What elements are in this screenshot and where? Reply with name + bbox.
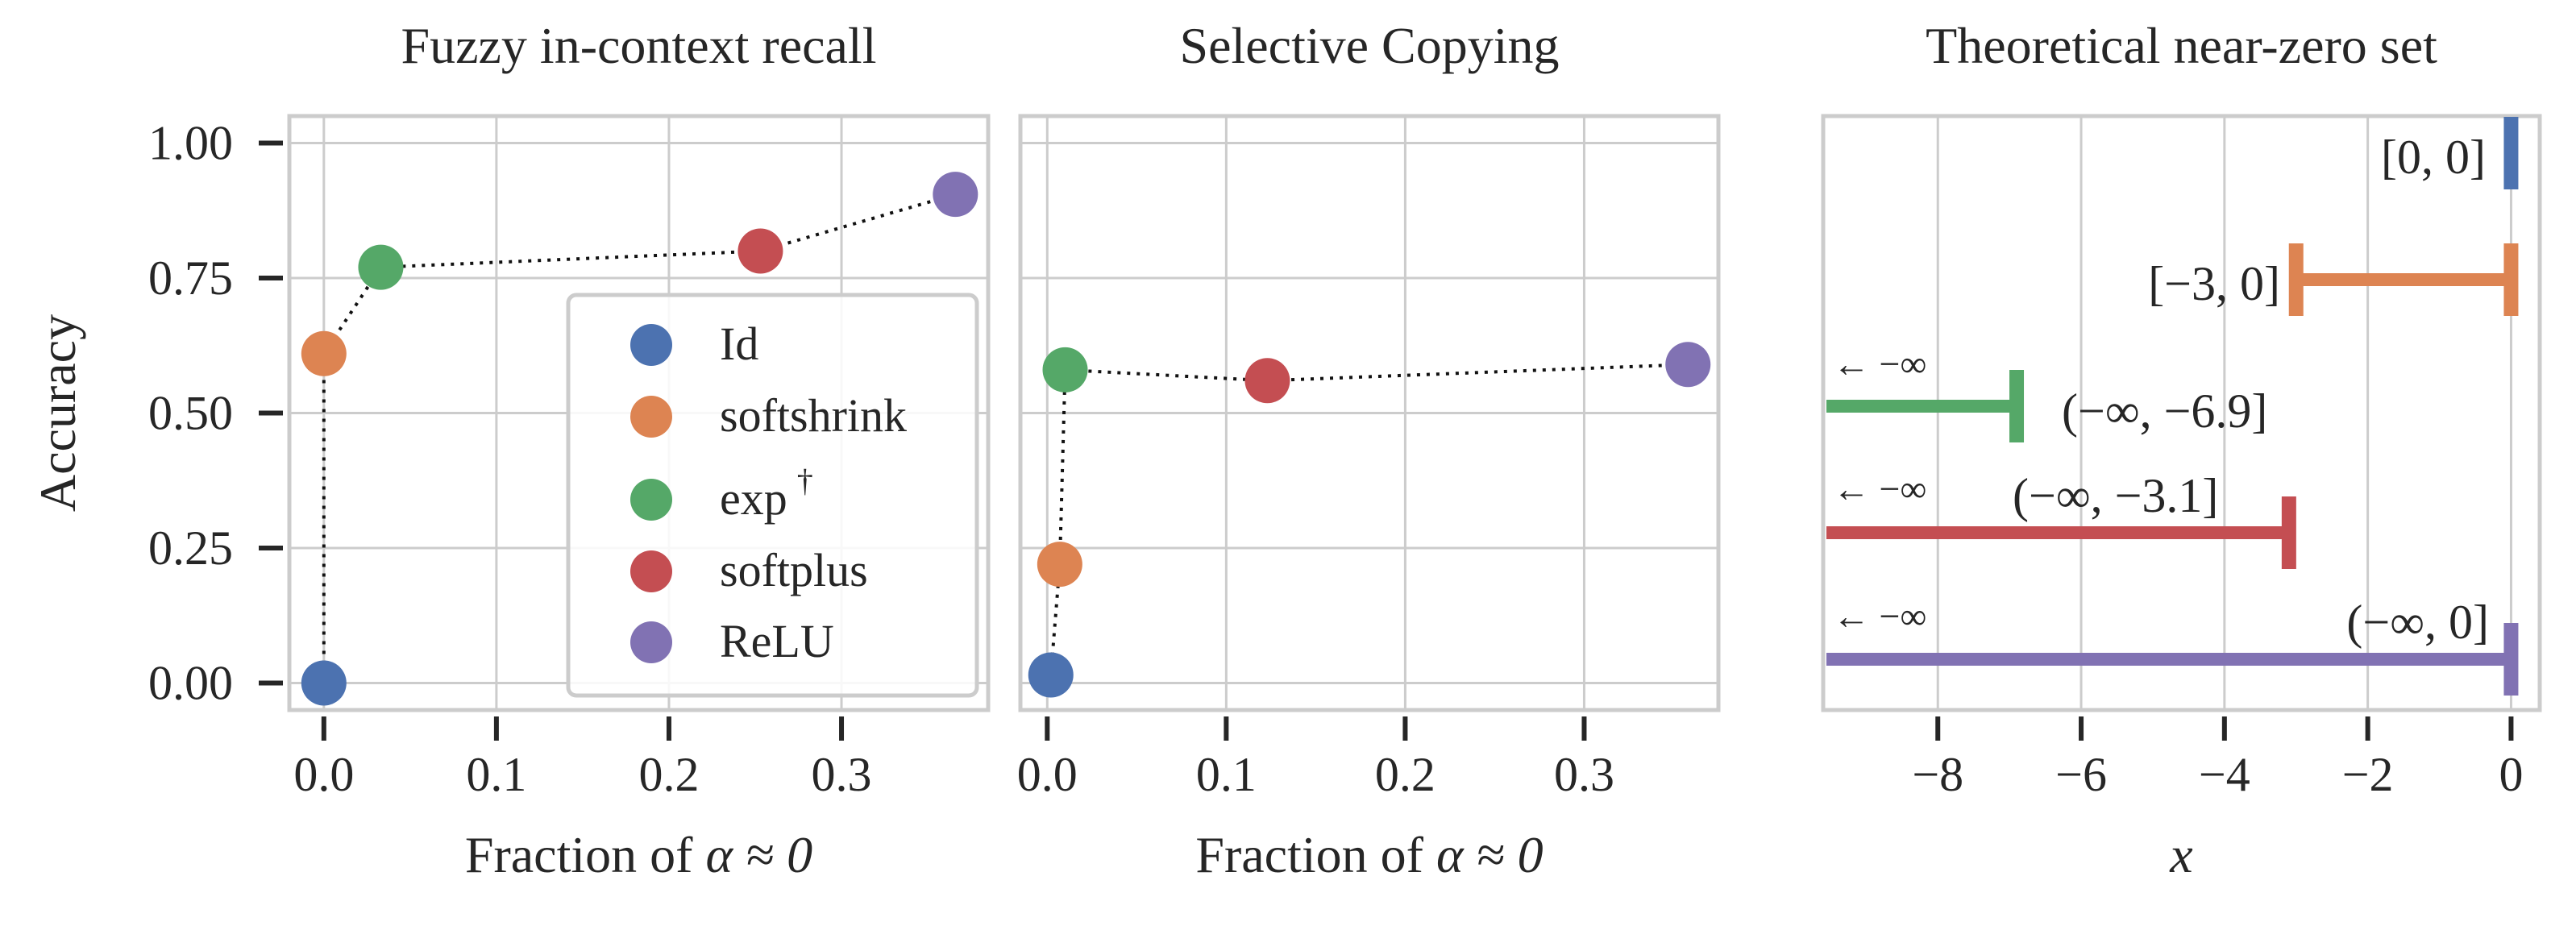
interval-label-exp: (−∞, −6.9] bbox=[2062, 384, 2267, 438]
legend-label: exp † bbox=[720, 463, 813, 525]
legend-marker bbox=[630, 324, 672, 366]
y-tick-label: 0.25 bbox=[148, 521, 233, 575]
plot-frame bbox=[1018, 114, 1721, 712]
data-point-softshrink bbox=[1037, 542, 1082, 588]
legend-marker bbox=[630, 621, 672, 663]
panel-title: Fuzzy in-context recall bbox=[401, 17, 877, 74]
y-tick-label: 0.75 bbox=[148, 251, 233, 305]
panel-0: 0.0 0.1 0.2 0.3 0.00 0.25 0.50 0.75 1.00 Fuzzy in… bbox=[29, 17, 991, 883]
legend-label: ReLU bbox=[720, 615, 834, 667]
interval-label-softplus: (−∞, −3.1] bbox=[2013, 469, 2218, 522]
dotted-connector bbox=[322, 193, 956, 683]
plot-frame bbox=[287, 114, 991, 712]
x-tick-label: −8 bbox=[1912, 748, 1963, 801]
data-point-id bbox=[301, 660, 347, 706]
x-tick-label: 0.3 bbox=[1554, 748, 1614, 801]
x-tick-label: 0 bbox=[2499, 748, 2523, 801]
x-axis-label-math: α ≈ 0 bbox=[705, 826, 812, 883]
neg-infinity-marker: ← −∞ bbox=[1833, 343, 1926, 384]
x-axis-label-math: α ≈ 0 bbox=[1436, 826, 1544, 883]
legend-label: Id bbox=[720, 318, 758, 370]
data-point-softplus bbox=[737, 228, 783, 274]
panel-2: −8 −6 −4 −2 0 Theoretical near-zero set x [0, 0… bbox=[1821, 17, 2542, 883]
x-axis-label-text: Fraction of bbox=[1195, 826, 1436, 883]
data-point-softshrink bbox=[301, 330, 347, 376]
panel-1: 0.0 0.1 0.2 0.3 Selective Copying Fraction of… bbox=[1017, 17, 1721, 883]
data-point-relu bbox=[933, 172, 978, 218]
plot-frame bbox=[1821, 114, 2542, 712]
data-point-relu bbox=[1665, 342, 1711, 388]
data-point-id bbox=[1028, 652, 1074, 698]
legend-marker bbox=[630, 396, 672, 438]
dotted-connector bbox=[1049, 363, 1689, 675]
panel-title: Selective Copying bbox=[1179, 17, 1559, 74]
neg-infinity-marker: ← −∞ bbox=[1833, 596, 1926, 637]
y-tick-label: 0.00 bbox=[148, 657, 233, 710]
y-tick-label: 0.50 bbox=[148, 387, 233, 440]
x-tick-label: 0.0 bbox=[1017, 748, 1078, 801]
x-tick-label: 0.3 bbox=[812, 748, 872, 801]
interval-label-relu: (−∞, 0] bbox=[2346, 596, 2489, 649]
x-axis-label: Fraction of α ≈ 0 bbox=[465, 826, 812, 883]
legend-frame bbox=[566, 293, 979, 698]
data-point-softplus bbox=[1244, 358, 1290, 404]
x-tick-label: 0.1 bbox=[466, 748, 526, 801]
x-axis-label-text: Fraction of bbox=[465, 826, 706, 883]
x-tick-label: −6 bbox=[2055, 748, 2107, 801]
x-tick-label: 0.1 bbox=[1196, 748, 1257, 801]
legend-label-sup: † bbox=[797, 463, 813, 499]
x-axis-label: x bbox=[2169, 826, 2192, 883]
neg-infinity-marker: ← −∞ bbox=[1833, 468, 1926, 509]
x-tick-label: 0.2 bbox=[1375, 748, 1435, 801]
legend-label: softshrink bbox=[720, 389, 907, 442]
panel-title: Theoretical near-zero set bbox=[1926, 17, 2437, 74]
legend-label-text: exp bbox=[720, 472, 787, 525]
x-tick-label: −4 bbox=[2199, 748, 2250, 801]
y-tick-label: 1.00 bbox=[148, 117, 233, 170]
interval-label-softshrink: [−3, 0] bbox=[2148, 257, 2280, 310]
x-tick-label: 0.0 bbox=[293, 748, 354, 801]
data-point-exp bbox=[358, 244, 404, 290]
legend: Id softshrink exp † softplus ReLU bbox=[566, 293, 979, 698]
x-axis-label: Fraction of α ≈ 0 bbox=[1195, 826, 1543, 883]
x-tick-label: −2 bbox=[2342, 748, 2394, 801]
x-tick-label: 0.2 bbox=[638, 748, 699, 801]
legend-marker bbox=[630, 550, 672, 592]
y-axis-label: Accuracy bbox=[29, 314, 86, 512]
interval-label-id: [0, 0] bbox=[2381, 131, 2486, 184]
data-point-exp bbox=[1042, 347, 1088, 392]
legend-marker bbox=[630, 479, 672, 521]
legend-label: softplus bbox=[720, 544, 868, 596]
